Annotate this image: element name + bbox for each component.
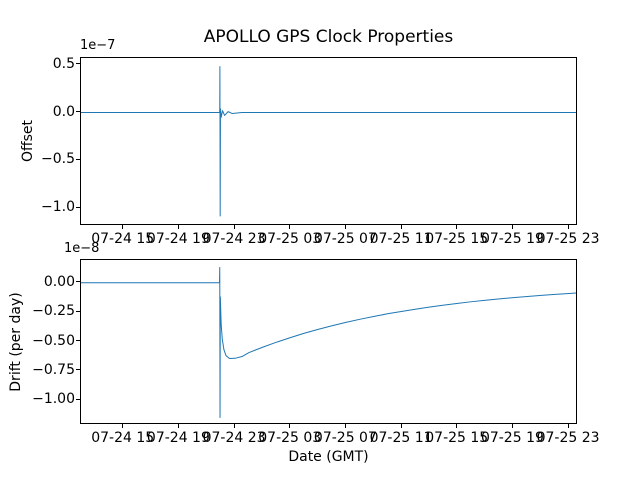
y-tick-mark bbox=[76, 340, 80, 341]
x-tick-label: 07-25 15 bbox=[425, 430, 489, 446]
x-tick-mark bbox=[177, 424, 179, 428]
drift-line bbox=[81, 267, 576, 418]
drift-plot-area bbox=[80, 259, 577, 424]
x-tick-label: 07-25 11 bbox=[369, 231, 433, 247]
x-tick-label: 07-25 03 bbox=[258, 430, 322, 446]
x-tick-label: 07-24 15 bbox=[91, 430, 155, 446]
x-tick-label: 07-25 23 bbox=[536, 231, 600, 247]
x-tick-label: 07-24 23 bbox=[202, 430, 266, 446]
x-tick-mark bbox=[233, 424, 235, 428]
y-tick-mark bbox=[76, 369, 80, 371]
x-tick-mark bbox=[456, 424, 458, 428]
x-tick-mark bbox=[122, 424, 124, 428]
x-tick-mark bbox=[289, 225, 291, 229]
chart-title: APOLLO GPS Clock Properties bbox=[203, 27, 454, 47]
y-tick-label: −1.0 bbox=[41, 199, 75, 216]
x-tick-label: 07-25 07 bbox=[313, 231, 377, 247]
y-tick-mark bbox=[76, 206, 80, 208]
x-tick-mark bbox=[344, 225, 346, 229]
x-tick-label: 07-25 03 bbox=[258, 231, 322, 247]
y-tick-label: −0.25 bbox=[32, 303, 75, 320]
x-tick-mark bbox=[567, 225, 569, 229]
y-tick-label: −1.00 bbox=[32, 391, 75, 408]
offset-plot-area bbox=[80, 57, 577, 225]
x-tick-mark bbox=[567, 424, 569, 428]
bottom-scale-factor-label: 1e−8 bbox=[64, 241, 100, 256]
offset-line bbox=[81, 66, 576, 217]
drift-plot-svg bbox=[81, 267, 576, 418]
x-tick-mark bbox=[177, 225, 179, 229]
x-tick-label: 07-24 15 bbox=[91, 231, 155, 247]
drift-y-axis-label: Drift (per day) bbox=[8, 292, 24, 392]
x-tick-mark bbox=[233, 225, 235, 229]
y-tick-mark bbox=[76, 281, 80, 283]
x-tick-label: 07-25 19 bbox=[480, 231, 544, 247]
y-tick-mark bbox=[76, 63, 80, 65]
y-tick-mark bbox=[76, 111, 80, 113]
x-tick-label: 07-25 11 bbox=[369, 430, 433, 446]
y-tick-label: 0.0 bbox=[52, 103, 75, 120]
x-tick-label: 07-24 19 bbox=[146, 430, 210, 446]
y-tick-label: 0.00 bbox=[43, 273, 75, 290]
x-axis-label: Date (GMT) bbox=[288, 449, 369, 465]
x-tick-label: 07-24 23 bbox=[202, 231, 266, 247]
y-tick-mark bbox=[76, 158, 80, 160]
x-tick-mark bbox=[344, 424, 346, 428]
y-tick-mark bbox=[76, 310, 80, 312]
x-tick-label: 07-25 19 bbox=[480, 430, 544, 446]
x-tick-label: 07-25 23 bbox=[536, 430, 600, 446]
y-tick-label: 0.5 bbox=[52, 55, 75, 72]
x-tick-mark bbox=[400, 225, 402, 229]
x-tick-mark bbox=[511, 424, 513, 428]
x-tick-mark bbox=[122, 225, 124, 229]
x-tick-mark bbox=[400, 424, 402, 428]
x-tick-mark bbox=[289, 424, 291, 428]
x-tick-mark bbox=[511, 225, 513, 229]
x-tick-label: 07-25 07 bbox=[313, 430, 377, 446]
y-tick-label: −0.50 bbox=[32, 332, 75, 349]
x-tick-mark bbox=[456, 225, 458, 229]
offset-plot-svg bbox=[81, 66, 576, 217]
y-tick-label: −0.5 bbox=[41, 151, 75, 168]
top-scale-factor-label: 1e−7 bbox=[80, 38, 116, 53]
x-tick-label: 07-24 19 bbox=[146, 231, 210, 247]
y-tick-label: −0.75 bbox=[32, 361, 75, 378]
x-tick-label: 07-25 15 bbox=[425, 231, 489, 247]
y-tick-mark bbox=[76, 398, 80, 400]
